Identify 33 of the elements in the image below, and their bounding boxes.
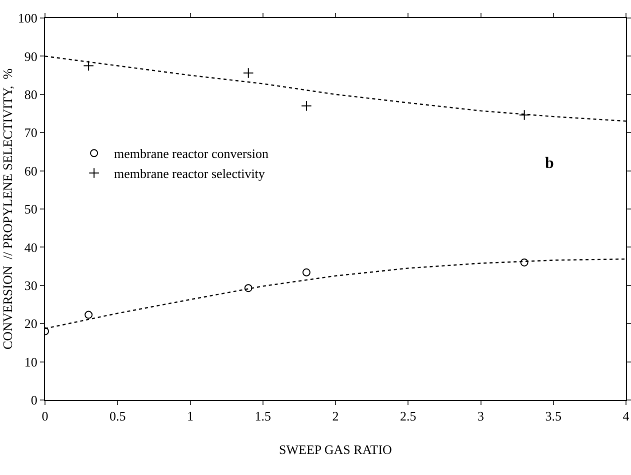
y-tick-label: 30 xyxy=(24,278,38,293)
point xyxy=(84,310,93,319)
legend-label: membrane reactor conversion xyxy=(114,146,270,162)
x-tick-label: 1.5 xyxy=(254,408,272,424)
point xyxy=(83,60,94,72)
y-tick-label: 90 xyxy=(24,48,38,64)
point xyxy=(244,284,252,292)
annotation: b xyxy=(545,155,554,172)
y-tick-label: 70 xyxy=(24,125,38,140)
x-tick-label: 3.5 xyxy=(545,408,562,424)
x-tick-label: 0 xyxy=(42,408,48,424)
x-tick-label: 0.5 xyxy=(110,408,126,424)
y-tick-label: 60 xyxy=(24,163,38,178)
x-tick-label: 4 xyxy=(622,408,630,424)
point xyxy=(518,110,530,120)
y-tick-label: 80 xyxy=(24,86,38,102)
y-tick-label: 10 xyxy=(24,354,38,370)
y-tick-label: 50 xyxy=(24,202,38,217)
y-tick-label: 100 xyxy=(18,10,38,26)
y-tick-label: 40 xyxy=(24,240,38,255)
y-tick-label: 0 xyxy=(30,392,38,408)
legend-label: membrane reactor selectivity xyxy=(114,166,266,182)
point xyxy=(242,68,254,78)
x-tick-label: 3 xyxy=(478,408,484,424)
x-tick-label: 2 xyxy=(332,408,339,424)
y-tick-label: 20 xyxy=(24,316,38,332)
point xyxy=(302,268,310,276)
x-tick-label: 2.5 xyxy=(400,408,416,424)
point xyxy=(520,258,528,266)
point xyxy=(301,100,312,112)
y-axis-title: CONVERSION // PROPYLENE SELECTIVITY, % xyxy=(0,68,15,350)
x-axis-title: SWEEP GAS RATIO xyxy=(279,442,392,458)
x-tick-label: 1 xyxy=(187,408,194,424)
